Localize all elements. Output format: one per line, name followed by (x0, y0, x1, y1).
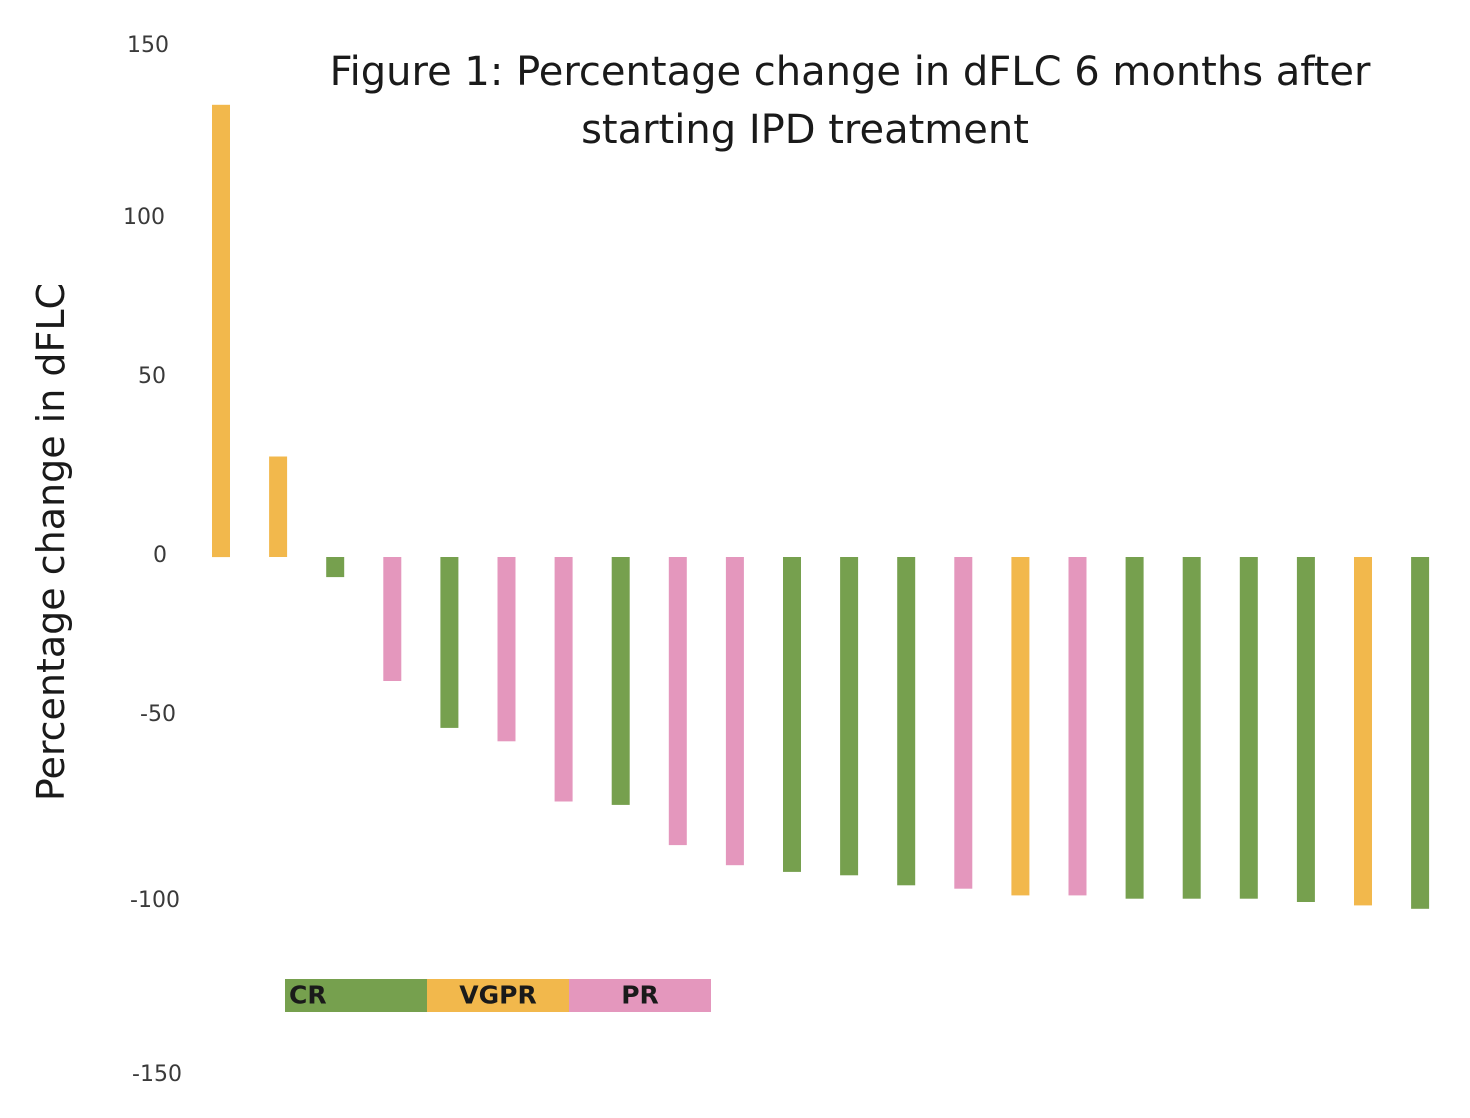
y-tick-label: 150 (127, 33, 169, 58)
bar-5 (440, 557, 459, 728)
bar-9 (668, 557, 687, 846)
bar-11 (783, 557, 801, 872)
legend-swatch-cr (285, 979, 427, 1012)
bar-4 (383, 557, 402, 681)
bar-18 (1182, 557, 1201, 899)
bar-20 (1296, 557, 1315, 902)
bar-12 (840, 557, 859, 876)
legend: CR VGPR PR (285, 979, 711, 1012)
bar-2 (269, 456, 288, 557)
y-tick-label: 100 (123, 205, 165, 230)
legend-swatch-pr (569, 979, 711, 1012)
bar-17 (1125, 557, 1144, 899)
bar-19 (1239, 557, 1258, 899)
y-axis-label: Percentage change in dFLC (29, 283, 73, 801)
bar-14 (954, 557, 973, 889)
bar-1 (212, 104, 230, 558)
chart-title-line-1: Figure 1: Percentage change in dFLC 6 mo… (330, 49, 1371, 95)
y-tick-label: 0 (153, 543, 167, 568)
bars-group (212, 104, 1430, 909)
y-axis-ticks: 150 100 50 0 -50 -100 -150 (123, 33, 182, 1087)
bar-21 (1354, 557, 1372, 906)
chart-title-line-2: starting IPD treatment (581, 107, 1029, 153)
y-tick-label: -100 (130, 888, 180, 913)
bar-7 (554, 557, 573, 802)
bar-22 (1411, 557, 1430, 909)
y-tick-label: -150 (132, 1062, 182, 1087)
bar-8 (611, 557, 630, 805)
legend-label-cr: CR (289, 981, 327, 1010)
legend-label-pr: PR (621, 981, 659, 1010)
y-tick-label: 50 (138, 364, 166, 389)
legend-swatch-vgpr (427, 979, 569, 1012)
y-tick-label: -50 (140, 702, 176, 727)
bar-3 (326, 557, 345, 578)
legend-label-vgpr: VGPR (459, 981, 536, 1010)
bar-15 (1011, 557, 1030, 896)
bar-16 (1068, 557, 1087, 896)
bar-13 (897, 557, 916, 886)
bar-10 (725, 557, 744, 866)
bar-6 (497, 557, 516, 742)
